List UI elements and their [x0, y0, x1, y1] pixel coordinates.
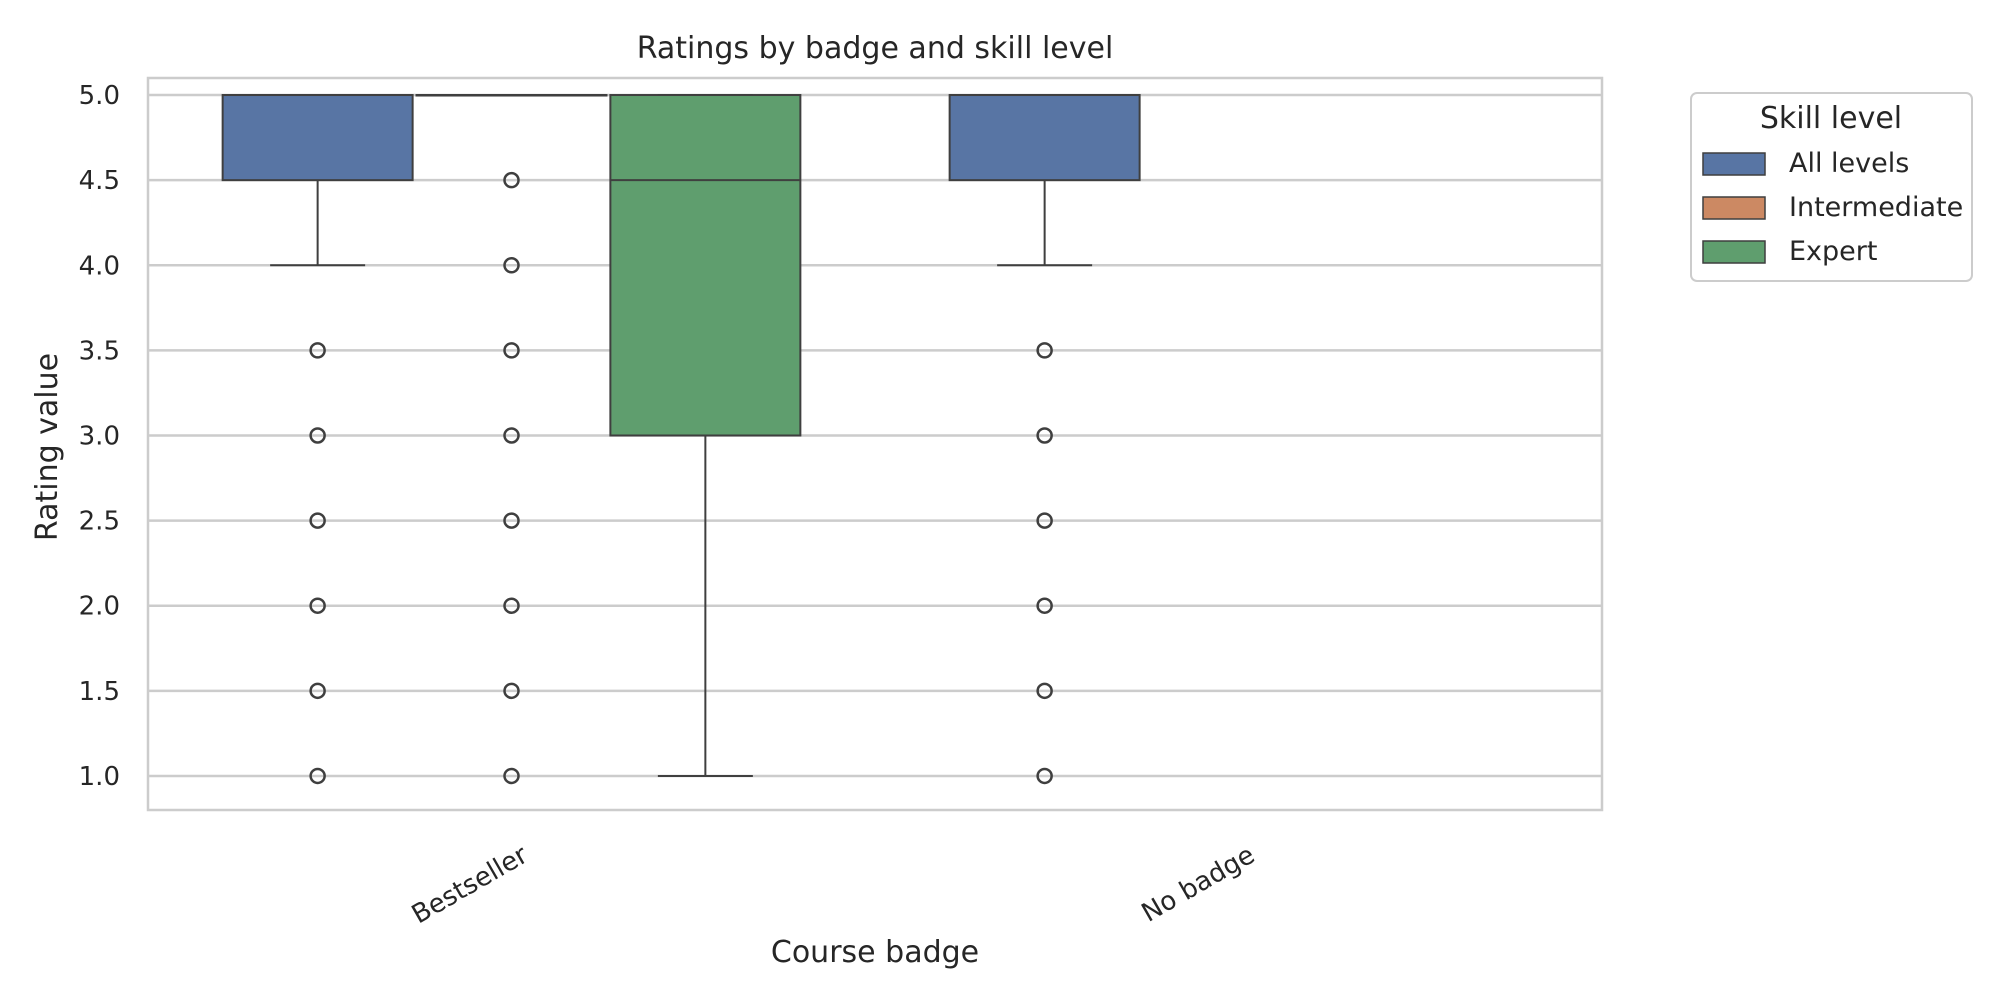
outlier-point: [309, 767, 326, 785]
outlier-point: [309, 342, 326, 359]
y-tick-label: 3.0: [79, 421, 120, 451]
x-axis-ticks: Bestseller No badge: [407, 840, 1260, 930]
outlier-point: [503, 767, 520, 785]
legend-label: All levels: [1789, 148, 1909, 179]
legend-label: Expert: [1789, 236, 1877, 267]
y-tick-label: 1.5: [79, 677, 120, 707]
box-intermediate: [415, 94, 608, 785]
outlier-point: [309, 512, 326, 529]
plot-area: [221, 94, 1141, 785]
chart-title: Ratings by badge and skill level: [637, 31, 1114, 66]
outlier-point: [1036, 597, 1053, 614]
outlier-point: [503, 342, 520, 359]
legend-frame: [1690, 92, 1973, 282]
outlier-point: [1036, 767, 1053, 785]
legend: Skill level All levels Intermediate Expert: [1690, 92, 1973, 282]
outlier-point: [503, 682, 520, 700]
box-expert: [609, 94, 802, 777]
outlier-point: [503, 597, 520, 614]
box-all-levels: [221, 94, 414, 785]
y-tick-label: 2.5: [79, 507, 120, 537]
plot-frame: [146, 76, 1604, 812]
outlier-point: [1036, 512, 1053, 529]
outlier-point: [309, 427, 326, 444]
x-tick-label: No badge: [1137, 840, 1260, 929]
y-tick-label: 4.5: [79, 166, 120, 196]
y-tick-label: 3.5: [79, 336, 120, 366]
outlier-point: [1036, 427, 1053, 444]
y-tick-label: 2.0: [79, 592, 120, 622]
legend-swatch: [1702, 196, 1766, 220]
x-tick-label: Bestseller: [407, 840, 533, 930]
y-axis-label: Rating value: [30, 353, 65, 541]
y-tick-label: 1.0: [79, 762, 120, 792]
outlier-point: [1036, 342, 1053, 359]
outlier-point: [503, 427, 520, 444]
y-tick-label: 4.0: [79, 251, 120, 281]
legend-swatch: [1702, 152, 1766, 176]
outlier-point: [309, 597, 326, 614]
iqr-box: [609, 94, 802, 437]
outlier-point: [503, 257, 520, 274]
outlier-point: [503, 171, 520, 189]
iqr-box: [221, 94, 414, 182]
legend-swatch: [1702, 240, 1766, 264]
box-all-levels: [948, 94, 1141, 785]
y-axis-ticks: 1.0 1.5 2.0 2.5 3.0 3.5 4.0 4.5 5.0: [79, 81, 120, 792]
iqr-box: [948, 94, 1141, 182]
y-tick-label: 5.0: [79, 81, 120, 111]
outlier-point: [503, 512, 520, 529]
gridlines: [148, 93, 1602, 778]
x-axis-label: Course badge: [771, 935, 979, 970]
outlier-point: [309, 682, 326, 700]
legend-label: Intermediate: [1789, 192, 1963, 223]
legend-title: Skill level: [1760, 101, 1902, 136]
outlier-point: [1036, 682, 1053, 700]
